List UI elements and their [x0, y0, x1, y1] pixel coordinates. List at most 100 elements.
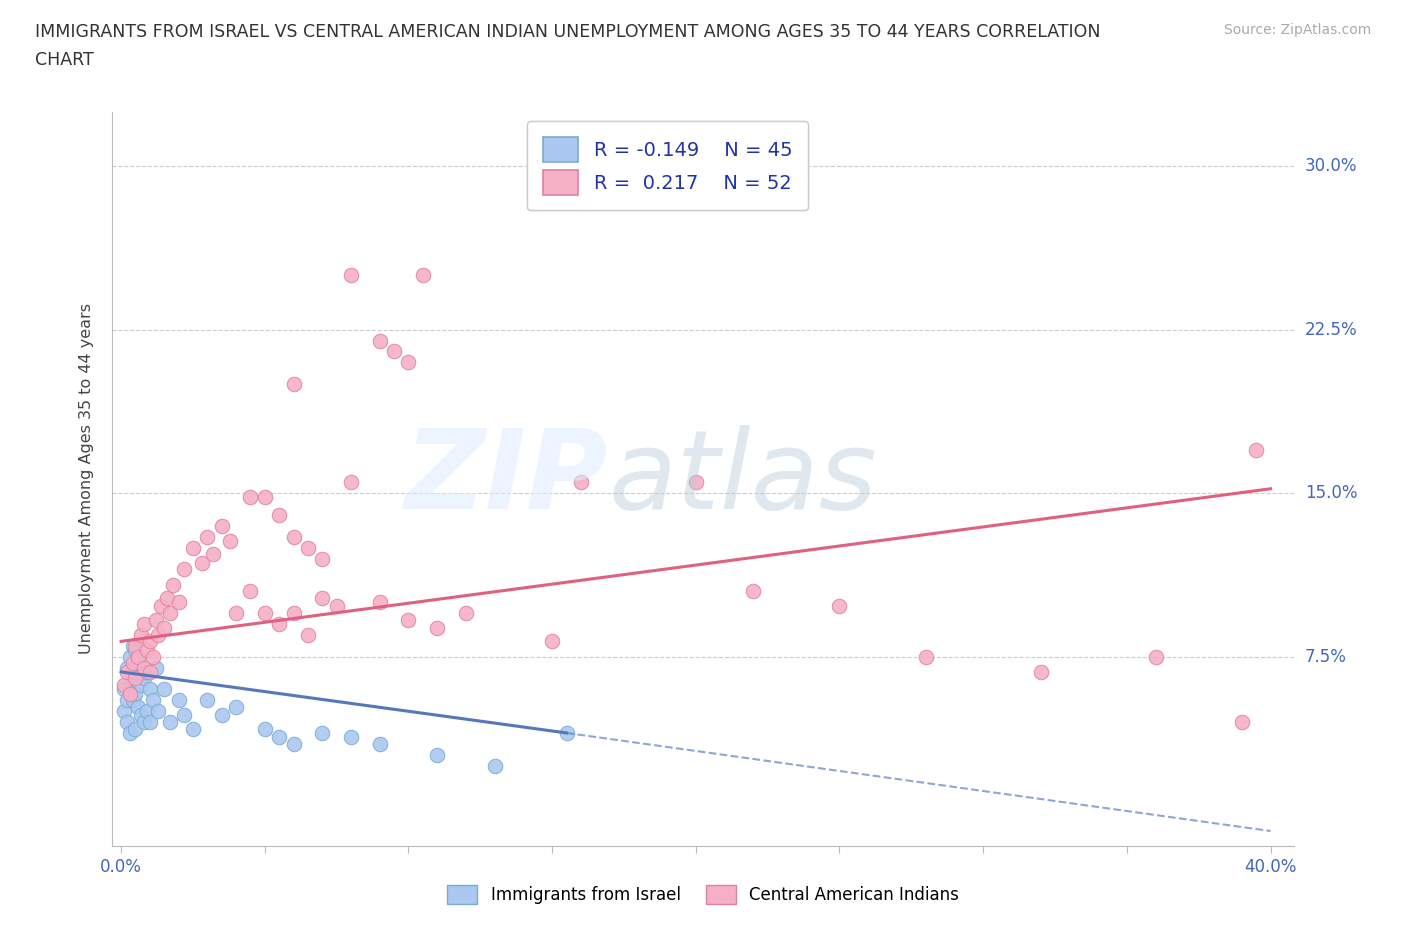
Point	[129, 678, 152, 693]
Point	[124, 686, 146, 701]
Legend: Immigrants from Israel, Central American Indians: Immigrants from Israel, Central American…	[440, 878, 966, 910]
Point	[132, 714, 155, 729]
Point	[340, 730, 363, 745]
Point	[195, 693, 218, 708]
Point	[297, 628, 319, 643]
Point	[112, 704, 135, 719]
Point	[132, 671, 155, 685]
Point	[283, 737, 305, 751]
Point	[127, 649, 149, 664]
Point	[115, 660, 138, 675]
Point	[368, 333, 391, 348]
Point	[167, 693, 190, 708]
Point	[129, 628, 152, 643]
Point	[124, 638, 146, 653]
Point	[382, 344, 405, 359]
Text: 22.5%: 22.5%	[1305, 321, 1357, 339]
Point	[219, 534, 242, 549]
Point	[340, 475, 363, 490]
Point	[325, 599, 347, 614]
Point	[297, 540, 319, 555]
Point	[115, 714, 138, 729]
Point	[195, 529, 218, 544]
Point	[368, 737, 391, 751]
Point	[454, 605, 477, 620]
Point	[124, 671, 146, 685]
Point	[541, 634, 564, 649]
Point	[269, 508, 291, 523]
Point	[190, 555, 212, 570]
Point	[159, 714, 181, 729]
Point	[118, 725, 141, 740]
Point	[283, 377, 305, 392]
Point	[340, 268, 363, 283]
Point	[283, 529, 305, 544]
Point	[136, 643, 159, 658]
Point	[112, 678, 135, 693]
Text: 15.0%: 15.0%	[1305, 485, 1357, 502]
Point	[139, 634, 162, 649]
Point	[118, 686, 141, 701]
Point	[283, 605, 305, 620]
Point	[202, 547, 225, 562]
Point	[253, 605, 276, 620]
Text: 30.0%: 30.0%	[1305, 157, 1357, 175]
Point	[368, 594, 391, 609]
Point	[139, 682, 162, 697]
Point	[136, 664, 159, 679]
Text: ZIP: ZIP	[405, 425, 609, 533]
Point	[311, 551, 333, 566]
Point	[269, 617, 291, 631]
Point	[162, 578, 184, 592]
Text: 7.5%: 7.5%	[1305, 647, 1347, 666]
Point	[398, 355, 420, 370]
Point	[484, 758, 506, 773]
Point	[173, 708, 195, 723]
Point	[112, 682, 135, 697]
Point	[148, 628, 170, 643]
Point	[142, 693, 165, 708]
Point	[828, 599, 851, 614]
Point	[239, 584, 262, 599]
Point	[269, 730, 291, 745]
Point	[127, 656, 149, 671]
Point	[127, 699, 149, 714]
Point	[124, 643, 146, 658]
Point	[132, 617, 155, 631]
Point	[121, 656, 143, 671]
Point	[115, 664, 138, 679]
Point	[118, 682, 141, 697]
Point	[569, 475, 592, 490]
Text: CHART: CHART	[35, 51, 94, 69]
Point	[685, 475, 707, 490]
Point	[115, 693, 138, 708]
Point	[398, 612, 420, 627]
Point	[153, 621, 176, 636]
Point	[121, 638, 143, 653]
Point	[253, 490, 276, 505]
Point	[139, 664, 162, 679]
Y-axis label: Unemployment Among Ages 35 to 44 years: Unemployment Among Ages 35 to 44 years	[79, 303, 94, 655]
Point	[253, 721, 276, 736]
Point	[211, 518, 233, 533]
Point	[145, 612, 167, 627]
Point	[225, 699, 247, 714]
Point	[156, 591, 179, 605]
Point	[136, 704, 159, 719]
Text: IMMIGRANTS FROM ISRAEL VS CENTRAL AMERICAN INDIAN UNEMPLOYMENT AMONG AGES 35 TO : IMMIGRANTS FROM ISRAEL VS CENTRAL AMERIC…	[35, 23, 1101, 41]
Legend: R = -0.149    N = 45, R =  0.217    N = 52: R = -0.149 N = 45, R = 0.217 N = 52	[527, 121, 807, 210]
Point	[121, 693, 143, 708]
Point	[139, 714, 162, 729]
Point	[426, 748, 449, 763]
Point	[1230, 714, 1253, 729]
Point	[153, 682, 176, 697]
Text: atlas: atlas	[609, 425, 877, 533]
Point	[181, 721, 204, 736]
Text: Source: ZipAtlas.com: Source: ZipAtlas.com	[1223, 23, 1371, 37]
Point	[159, 605, 181, 620]
Point	[1144, 649, 1167, 664]
Point	[1029, 664, 1052, 679]
Point	[129, 708, 152, 723]
Point	[132, 660, 155, 675]
Point	[426, 621, 449, 636]
